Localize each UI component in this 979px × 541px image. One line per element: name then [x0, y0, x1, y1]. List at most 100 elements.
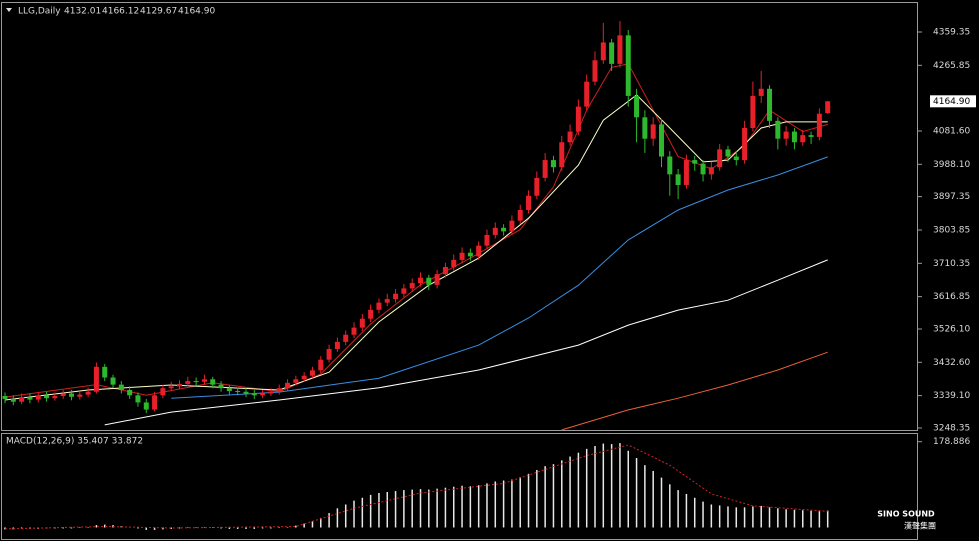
candle-body [318, 359, 324, 371]
macd-bar [245, 527, 247, 529]
y-tick-label: 4359.35 [933, 27, 970, 37]
candle-body [143, 402, 149, 410]
logo-title: SINO SOUND [877, 510, 935, 519]
macd-bar [743, 507, 746, 528]
candle-body [10, 398, 16, 402]
candle-body [426, 277, 432, 285]
candle-body [285, 382, 291, 389]
macd-bar [212, 527, 214, 528]
candle-body [717, 149, 723, 168]
macd-bar [70, 527, 73, 529]
macd-title: MACD(12,26,9) 35.407 33.872 [6, 437, 143, 447]
macd-bar [137, 527, 139, 529]
macd-bar [328, 513, 330, 528]
candle-body [625, 35, 631, 96]
macd-bar [536, 469, 538, 528]
ohlc-label: 4129.67 [140, 7, 177, 17]
macd-bar [178, 527, 181, 529]
candle-body [68, 393, 74, 397]
candle-body [301, 375, 307, 380]
macd-bar [760, 505, 762, 528]
current-price-label: 4164.90 [933, 97, 970, 107]
macd-bar [419, 489, 422, 528]
candle-body [309, 370, 315, 376]
candle-body [260, 393, 266, 396]
macd-bar [785, 509, 787, 528]
y-tick-label: 3616.85 [933, 292, 970, 302]
macd-bar [203, 527, 206, 528]
candle-body [384, 299, 390, 303]
macd-bar [627, 450, 629, 528]
candle-body [501, 227, 507, 232]
macd-bar [802, 510, 804, 528]
macd-bar [162, 527, 164, 530]
macd-bar [228, 527, 231, 529]
macd-bar [594, 445, 596, 528]
candle-body [825, 101, 831, 114]
macd-bar [610, 444, 613, 528]
candle-body [600, 42, 606, 61]
candle-body [135, 395, 141, 403]
macd-bar [469, 486, 472, 528]
candle-body [800, 135, 806, 143]
macd-bar [170, 527, 172, 529]
moving-average [104, 259, 828, 426]
candle-body [808, 135, 814, 137]
macd-bar [428, 489, 430, 528]
candle-body [750, 95, 756, 129]
candle-body [725, 149, 731, 157]
macd-bar [735, 507, 738, 528]
y-tick-label: 4265.85 [933, 61, 970, 71]
macd-bar [486, 483, 488, 528]
ohlc-label: 4164.90 [178, 7, 215, 17]
candle-body [226, 388, 232, 392]
macd-bar [710, 504, 713, 528]
macd-bar [278, 527, 280, 528]
y-tick-label: 3710.35 [933, 259, 970, 269]
candle-body [2, 396, 8, 399]
macd-bar [660, 477, 663, 528]
macd-bar [561, 460, 563, 528]
candle-body [692, 160, 698, 164]
candle-body [708, 167, 714, 175]
candle-body [758, 88, 764, 96]
candle-body [60, 393, 66, 397]
macd-bar [286, 527, 289, 528]
macd-bar [702, 501, 704, 528]
macd-panel [1, 433, 918, 540]
macd-bar [79, 527, 81, 528]
macd-bar [261, 527, 264, 529]
macd-bar [311, 521, 314, 528]
y-tick-label: 3248.35 [933, 423, 970, 433]
candle-body [658, 124, 664, 157]
y-tick-label: 4081.60 [933, 126, 970, 136]
candle-body [93, 366, 99, 392]
macd-bar [403, 490, 405, 528]
candle-body [334, 341, 340, 349]
macd-bar [87, 527, 89, 528]
macd-bar [187, 527, 189, 528]
candle-body [542, 160, 548, 178]
candle-body [442, 267, 448, 275]
y-tick-label: 178.886 [933, 437, 970, 447]
candle-body [816, 113, 822, 137]
macd-bar [652, 470, 654, 528]
macd-bar [818, 511, 821, 528]
candle-body [118, 384, 124, 390]
macd-bar [394, 491, 397, 528]
candle-body [393, 293, 399, 300]
candle-body [160, 388, 166, 396]
macd-bar [253, 527, 256, 529]
candle-body [185, 381, 191, 384]
macd-bar [544, 466, 546, 528]
macd-bar [527, 473, 530, 528]
macd-bar [502, 480, 505, 528]
macd-bar [619, 443, 621, 528]
macd-bar [386, 492, 389, 528]
candle-body [584, 81, 590, 107]
candle-body [634, 95, 640, 118]
candle-body [409, 283, 415, 289]
candle-body [550, 160, 556, 168]
candle-body [243, 391, 249, 394]
